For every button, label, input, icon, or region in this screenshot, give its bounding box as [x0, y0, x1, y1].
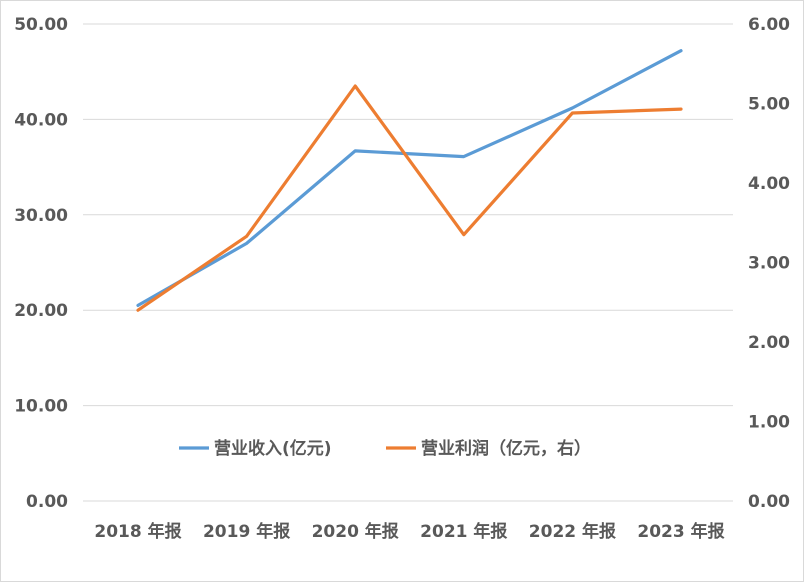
- x-axis-tick-label: 2022 年报: [529, 521, 616, 542]
- right-axis-ticks: 0.00 1.00 2.00 3.00 4.00 5.00 6.00: [748, 15, 790, 512]
- left-axis-tick-label: 40.00: [14, 110, 68, 130]
- x-axis-tick-label: 2020 年报: [312, 521, 399, 542]
- left-axis-tick-label: 0.00: [26, 492, 68, 512]
- left-axis-tick-label: 50.00: [14, 15, 68, 35]
- right-axis-tick-label: 4.00: [748, 174, 790, 194]
- right-axis-tick-label: 3.00: [748, 254, 790, 274]
- legend-label: 营业利润（亿元，右）: [421, 438, 591, 459]
- legend: 营业收入(亿元) 营业利润（亿元，右）: [179, 438, 591, 459]
- x-axis-tick-label: 2019 年报: [203, 521, 290, 542]
- left-axis-tick-label: 10.00: [14, 397, 68, 417]
- right-axis-tick-label: 0.00: [748, 492, 790, 512]
- right-axis-tick-label: 6.00: [748, 15, 790, 35]
- x-axis-tick-label: 2021 年报: [420, 521, 507, 542]
- x-axis-ticks: 2018 年报 2019 年报 2020 年报 2021 年报 2022 年报 2023 …: [94, 521, 724, 542]
- left-axis-tick-label: 20.00: [14, 301, 68, 321]
- right-axis-tick-label: 1.00: [748, 413, 790, 433]
- left-axis-ticks: 0.00 10.00 20.00 30.00 40.00 50.00: [14, 15, 68, 512]
- series-lines: [138, 51, 681, 311]
- right-axis-tick-label: 5.00: [748, 95, 790, 115]
- series-line-1: [138, 51, 681, 306]
- x-axis-tick-label: 2018 年报: [94, 521, 181, 542]
- legend-label: 营业收入(亿元): [214, 438, 332, 459]
- left-axis-tick-label: 30.00: [14, 206, 68, 226]
- x-axis-tick-label: 2023 年报: [637, 521, 724, 542]
- gridlines: [83, 24, 733, 501]
- right-axis-tick-label: 2.00: [748, 333, 790, 353]
